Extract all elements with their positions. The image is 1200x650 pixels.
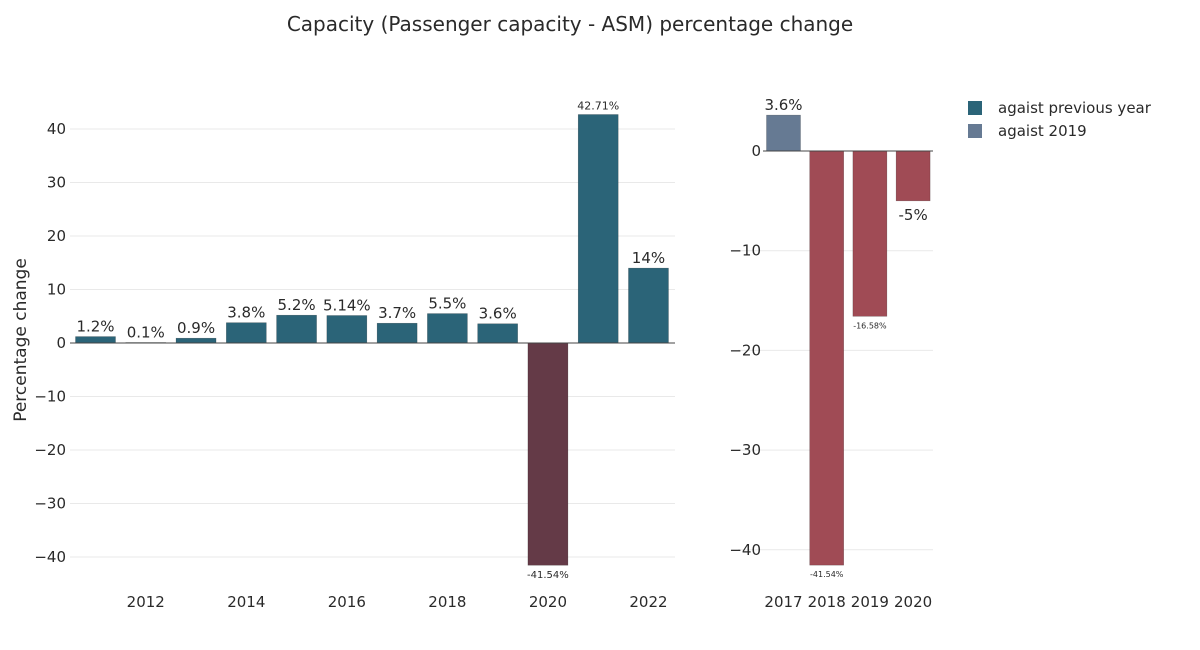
- right-bar-label-2018: -41.54%: [810, 570, 844, 579]
- legend-swatch-0[interactable]: [968, 101, 982, 115]
- right-x-tick-label: 2017: [764, 593, 802, 611]
- y-axis-label: Percentage change: [11, 258, 31, 422]
- left-x-tick-label: 2014: [227, 593, 265, 611]
- left-bar-2020[interactable]: [527, 342, 569, 566]
- right-y-tick-label: 0: [751, 142, 761, 160]
- left-bar-2011[interactable]: [75, 336, 116, 344]
- left-bar-label-2011: 1.2%: [76, 318, 114, 336]
- left-y-tick-label: 10: [47, 281, 66, 299]
- left-bar-label-2019: 3.6%: [479, 305, 517, 323]
- left-panel: 40 30 20 10 0 −10 −20 −30 −40 Percentage change 1.…: [11, 100, 675, 611]
- legend-label-0[interactable]: agaist previous year: [998, 99, 1152, 117]
- right-bar-label-2020: -5%: [898, 206, 927, 224]
- right-x-tick-label: 2019: [851, 593, 889, 611]
- left-bar-label-2016: 5.14%: [323, 297, 371, 315]
- left-bar-2013[interactable]: [175, 337, 217, 344]
- left-bar-2022[interactable]: [628, 267, 669, 344]
- legend-swatch-1[interactable]: [968, 124, 982, 138]
- right-bar-2020[interactable]: [895, 150, 931, 202]
- left-y-tick-label: 20: [47, 227, 66, 245]
- legend-label-1[interactable]: agaist 2019: [998, 122, 1087, 140]
- legend[interactable]: agaist previous year agaist 2019: [968, 99, 1152, 140]
- left-y-tick-label: 40: [47, 120, 66, 138]
- right-y-tick-label: −10: [729, 242, 761, 260]
- left-bar-2014[interactable]: [226, 322, 267, 344]
- left-bar-label-2013: 0.9%: [177, 319, 215, 337]
- left-y-tick-label: −40: [34, 548, 66, 566]
- left-x-tick-label: 2018: [428, 593, 466, 611]
- left-x-tick-label: 2012: [127, 593, 165, 611]
- right-x-tick-label: 2018: [808, 593, 846, 611]
- right-bar-2018[interactable]: [809, 150, 844, 566]
- left-y-tick-label: −10: [34, 388, 66, 406]
- left-bar-2016[interactable]: [326, 315, 368, 344]
- left-bar-label-2021: 42.71%: [577, 100, 619, 113]
- left-bar-2018[interactable]: [427, 313, 468, 344]
- right-bar-2019[interactable]: [852, 150, 888, 317]
- right-panel: 0 −10 −20 −30 −40 3.6% 2017 -41.54% 2018 -16.58% 2…: [729, 96, 933, 611]
- left-bar-2019[interactable]: [477, 323, 518, 344]
- left-y-tick-label: 0: [56, 334, 66, 352]
- left-y-tick-label: 30: [47, 174, 66, 192]
- chart-title: Capacity (Passenger capacity - ASM) perc…: [287, 12, 853, 36]
- left-bar-label-2022: 14%: [632, 249, 665, 267]
- right-y-tick-label: −20: [729, 341, 761, 359]
- left-y-tick-label: −20: [34, 441, 66, 459]
- right-x-tick-label: 2020: [894, 593, 932, 611]
- left-bar-2015[interactable]: [276, 314, 317, 344]
- right-bar-2017[interactable]: [766, 114, 801, 152]
- left-bar-label-2012: 0.1%: [127, 323, 165, 341]
- left-x-tick-label: 2016: [328, 593, 366, 611]
- left-bar-2017[interactable]: [376, 322, 418, 344]
- left-x-tick-label: 2022: [629, 593, 667, 611]
- right-bar-label-2019: -16.58%: [853, 321, 887, 330]
- left-bar-label-2015: 5.2%: [278, 296, 316, 314]
- left-bar-label-2014: 3.8%: [227, 304, 265, 322]
- left-bar-label-2018: 5.5%: [428, 295, 466, 313]
- right-bar-label-2017: 3.6%: [764, 96, 802, 114]
- left-x-tick-label: 2020: [529, 593, 567, 611]
- right-y-tick-label: −40: [729, 541, 761, 559]
- left-bar-label-2017: 3.7%: [378, 304, 416, 322]
- left-bar-label-2020: -41.54%: [527, 570, 569, 581]
- left-y-tick-label: −30: [34, 495, 66, 513]
- right-y-tick-label: −30: [729, 441, 761, 459]
- left-bar-2021[interactable]: [577, 114, 619, 344]
